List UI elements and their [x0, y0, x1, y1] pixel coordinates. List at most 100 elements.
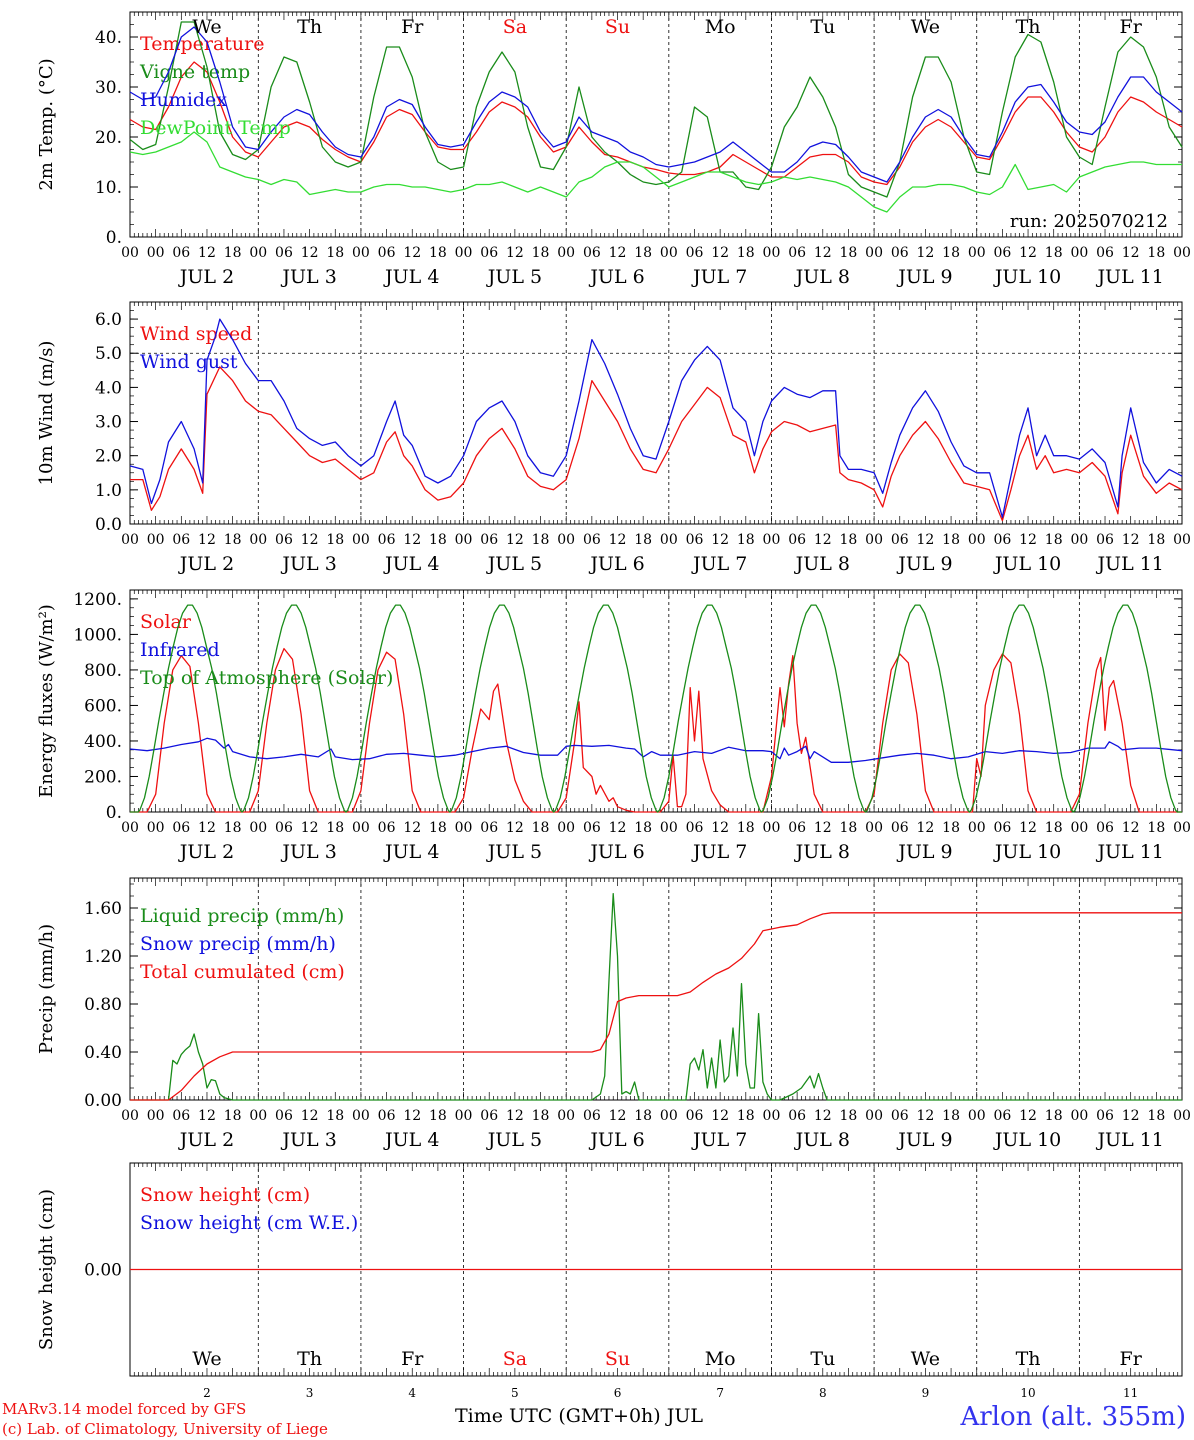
y-tick-label: 400.: [84, 732, 122, 752]
hour-label: 00: [352, 820, 370, 836]
hour-label: 12: [711, 820, 729, 836]
legend-entry: Solar: [140, 611, 192, 633]
hour-label: 06: [172, 245, 190, 261]
hour-label: 06: [993, 820, 1011, 836]
date-label: JUL 8: [794, 1129, 850, 1151]
hour-label: 00: [557, 820, 575, 836]
series-line: [129, 131, 1182, 213]
hour-label: 12: [1122, 820, 1140, 836]
hour-label: 06: [378, 245, 396, 261]
hour-label: 18: [737, 820, 755, 836]
hour-label: 06: [378, 820, 396, 836]
day-number: 7: [716, 1386, 724, 1400]
hour-label: 00: [121, 245, 139, 261]
legend-entry: Wind gust: [140, 351, 238, 373]
y-tick-label: 0.00: [84, 1261, 122, 1281]
hour-label: 18: [942, 532, 960, 548]
y-tick-label: 0.80: [84, 995, 122, 1015]
hour-label: 00: [660, 820, 678, 836]
date-label: JUL 9: [896, 553, 952, 575]
date-label: JUL 5: [486, 553, 542, 575]
weekday-label: Mo: [705, 1348, 736, 1370]
hour-label: 06: [686, 820, 704, 836]
hour-label: 00: [763, 532, 781, 548]
hour-label: 06: [480, 532, 498, 548]
hour-label: 12: [917, 820, 935, 836]
hour-label: 18: [942, 245, 960, 261]
date-label: JUL 7: [691, 841, 747, 863]
hour-label: 12: [711, 532, 729, 548]
hour-label: 18: [737, 1108, 755, 1124]
day-number: 3: [306, 1386, 314, 1400]
hour-label: 18: [429, 245, 447, 261]
hour-label: 12: [506, 532, 524, 548]
hour-label: 00: [249, 245, 267, 261]
hour-label: 18: [1045, 532, 1063, 548]
y-tick-label: 1000.: [73, 625, 122, 645]
hour-label: 00: [249, 532, 267, 548]
hour-label: 18: [429, 1108, 447, 1124]
hour-label: 18: [737, 532, 755, 548]
hour-label: 12: [1019, 532, 1037, 548]
hour-label: 18: [224, 245, 242, 261]
day-number: 8: [819, 1386, 827, 1400]
y-tick-label: 0.40: [84, 1043, 122, 1063]
hour-label: 00: [1070, 245, 1088, 261]
date-label: JUL 5: [486, 1129, 542, 1151]
hour-label: 00: [865, 820, 883, 836]
hour-label: 00: [557, 1108, 575, 1124]
hour-label: 12: [403, 1108, 421, 1124]
hour-label: 06: [1096, 532, 1114, 548]
date-label: JUL 2: [178, 841, 234, 863]
weekday-label: We: [911, 16, 940, 38]
date-label: JUL 4: [383, 1129, 439, 1151]
hour-label: 12: [198, 532, 216, 548]
y-tick-label: 800.: [84, 661, 122, 681]
series-line: [130, 912, 1182, 1101]
date-label: JUL 6: [588, 266, 644, 288]
hour-label: 06: [686, 1108, 704, 1124]
hour-label: 12: [198, 820, 216, 836]
hour-label: 18: [1045, 820, 1063, 836]
hour-label: 00: [147, 245, 165, 261]
day-number: 10: [1020, 1386, 1035, 1400]
day-number: 9: [922, 1386, 930, 1400]
y-tick-label: 2.0: [95, 447, 122, 467]
hour-label: 00: [121, 820, 139, 836]
hour-label: 18: [1147, 532, 1165, 548]
weekday-label: We: [911, 1348, 940, 1370]
hour-label: 06: [891, 532, 909, 548]
date-label: JUL 7: [691, 1129, 747, 1151]
legend-entry: Total cumulated (cm): [140, 961, 345, 983]
panel-4: 0.00 0.40 0.80 1.20 1.60 Precip (mm/h) Liquid …: [36, 877, 1191, 1151]
hour-label: 00: [249, 820, 267, 836]
y-tick-label: 600.: [84, 696, 122, 716]
hour-label: 06: [788, 532, 806, 548]
hour-label: 06: [583, 820, 601, 836]
hour-label: 00: [455, 1108, 473, 1124]
weekday-label: Sa: [503, 1348, 527, 1370]
hour-label: 00: [763, 245, 781, 261]
date-label: JUL 4: [383, 553, 439, 575]
date-label: JUL 8: [794, 266, 850, 288]
series-line: [129, 318, 1183, 518]
hour-label: 06: [172, 532, 190, 548]
hour-label: 00: [968, 532, 986, 548]
hour-label: 06: [275, 1108, 293, 1124]
date-label: JUL 3: [280, 841, 336, 863]
y-tick-label: 1200.: [73, 590, 122, 610]
hour-label: 12: [814, 820, 832, 836]
weekday-label: Fr: [401, 16, 424, 38]
y-axis-label: Energy fluxes (W/m²): [36, 604, 57, 798]
series-line: [130, 366, 1183, 522]
hour-label: 06: [275, 245, 293, 261]
y-tick-label: 0.: [106, 803, 122, 823]
date-label: JUL 4: [383, 266, 439, 288]
hour-label: 00: [1070, 820, 1088, 836]
hour-label: 06: [1096, 245, 1114, 261]
date-label: JUL 10: [993, 1129, 1061, 1151]
date-label: JUL 4: [383, 841, 439, 863]
hour-label: 18: [224, 1108, 242, 1124]
day-number: 4: [408, 1386, 416, 1400]
hour-label: 00: [660, 1108, 678, 1124]
